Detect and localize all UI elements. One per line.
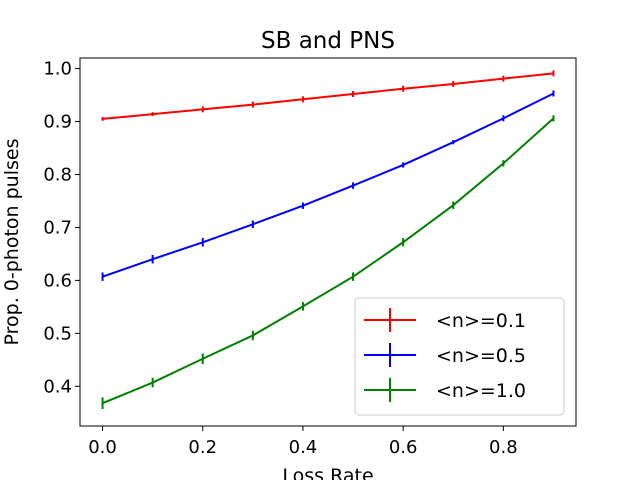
y-tick-label: 0.8 bbox=[43, 164, 72, 185]
y-tick-label: 0.4 bbox=[43, 376, 72, 397]
x-axis: 0.0 0.2 0.4 0.6 0.8 bbox=[88, 426, 518, 458]
chart-title: SB and PNS bbox=[261, 28, 395, 54]
legend-label: <n>=1.0 bbox=[436, 380, 526, 402]
series-2 bbox=[101, 90, 555, 281]
legend-frame bbox=[354, 297, 565, 416]
x-axis-label: Loss Rate bbox=[282, 465, 373, 480]
series-line-3 bbox=[102, 117, 555, 405]
x-tick-label: 0.8 bbox=[489, 437, 518, 458]
y-axis: 0.4 0.5 0.6 0.7 0.8 0.9 1.0 bbox=[43, 59, 80, 397]
legend: <n>=0.1 <n>=0.5 <n>=1.0 bbox=[354, 297, 565, 416]
legend-item-3: <n>=1.0 bbox=[364, 378, 526, 402]
series-line-2 bbox=[102, 92, 554, 278]
x-tick-label: 0.6 bbox=[389, 437, 418, 458]
legend-label: <n>=0.5 bbox=[436, 345, 526, 367]
y-tick-label: 0.6 bbox=[43, 270, 72, 291]
legend-item-2: <n>=0.5 bbox=[364, 343, 526, 367]
plot-frame bbox=[79, 57, 577, 427]
y-tick-label: 0.5 bbox=[43, 323, 72, 344]
x-tick-label: 0.4 bbox=[289, 437, 318, 458]
series-3 bbox=[101, 115, 555, 410]
y-tick-label: 1.0 bbox=[43, 59, 72, 80]
legend-label: <n>=0.1 bbox=[436, 310, 526, 332]
y-tick-label: 0.7 bbox=[43, 217, 72, 238]
series-1 bbox=[101, 70, 555, 121]
x-tick-label: 0.0 bbox=[88, 437, 117, 458]
y-axis-label: Prop. 0-photon pulses bbox=[1, 139, 23, 346]
x-tick-label: 0.2 bbox=[188, 437, 217, 458]
y-tick-label: 0.9 bbox=[43, 112, 72, 133]
legend-item-1: <n>=0.1 bbox=[364, 308, 526, 332]
series-line-1 bbox=[102, 72, 554, 120]
